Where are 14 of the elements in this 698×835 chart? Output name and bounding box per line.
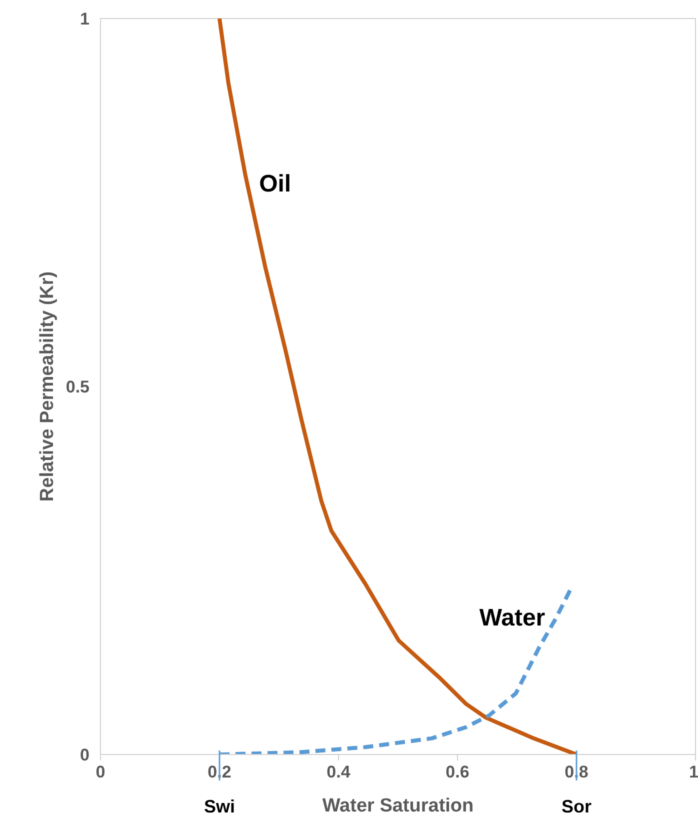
x-tick-label: 1 [689, 762, 698, 782]
series-label: Water [479, 604, 546, 632]
x-tick-label: 0.4 [326, 762, 351, 782]
y-tick-label: 0 [80, 746, 90, 764]
x-tick-label: 0 [96, 762, 106, 782]
x-axis-title: Water Saturation [322, 796, 474, 816]
x-tick-label: 0.6 [446, 762, 470, 782]
y-axis-title: Relative Permeability (Kr) [36, 271, 58, 502]
y-tick-label: 1 [80, 10, 90, 28]
line-series [218, 18, 578, 754]
series-label: Oil [259, 170, 292, 198]
annotation: Swi [204, 796, 236, 816]
y-tick-label: 0.5 [66, 378, 90, 396]
annotation: Sor [561, 796, 592, 816]
